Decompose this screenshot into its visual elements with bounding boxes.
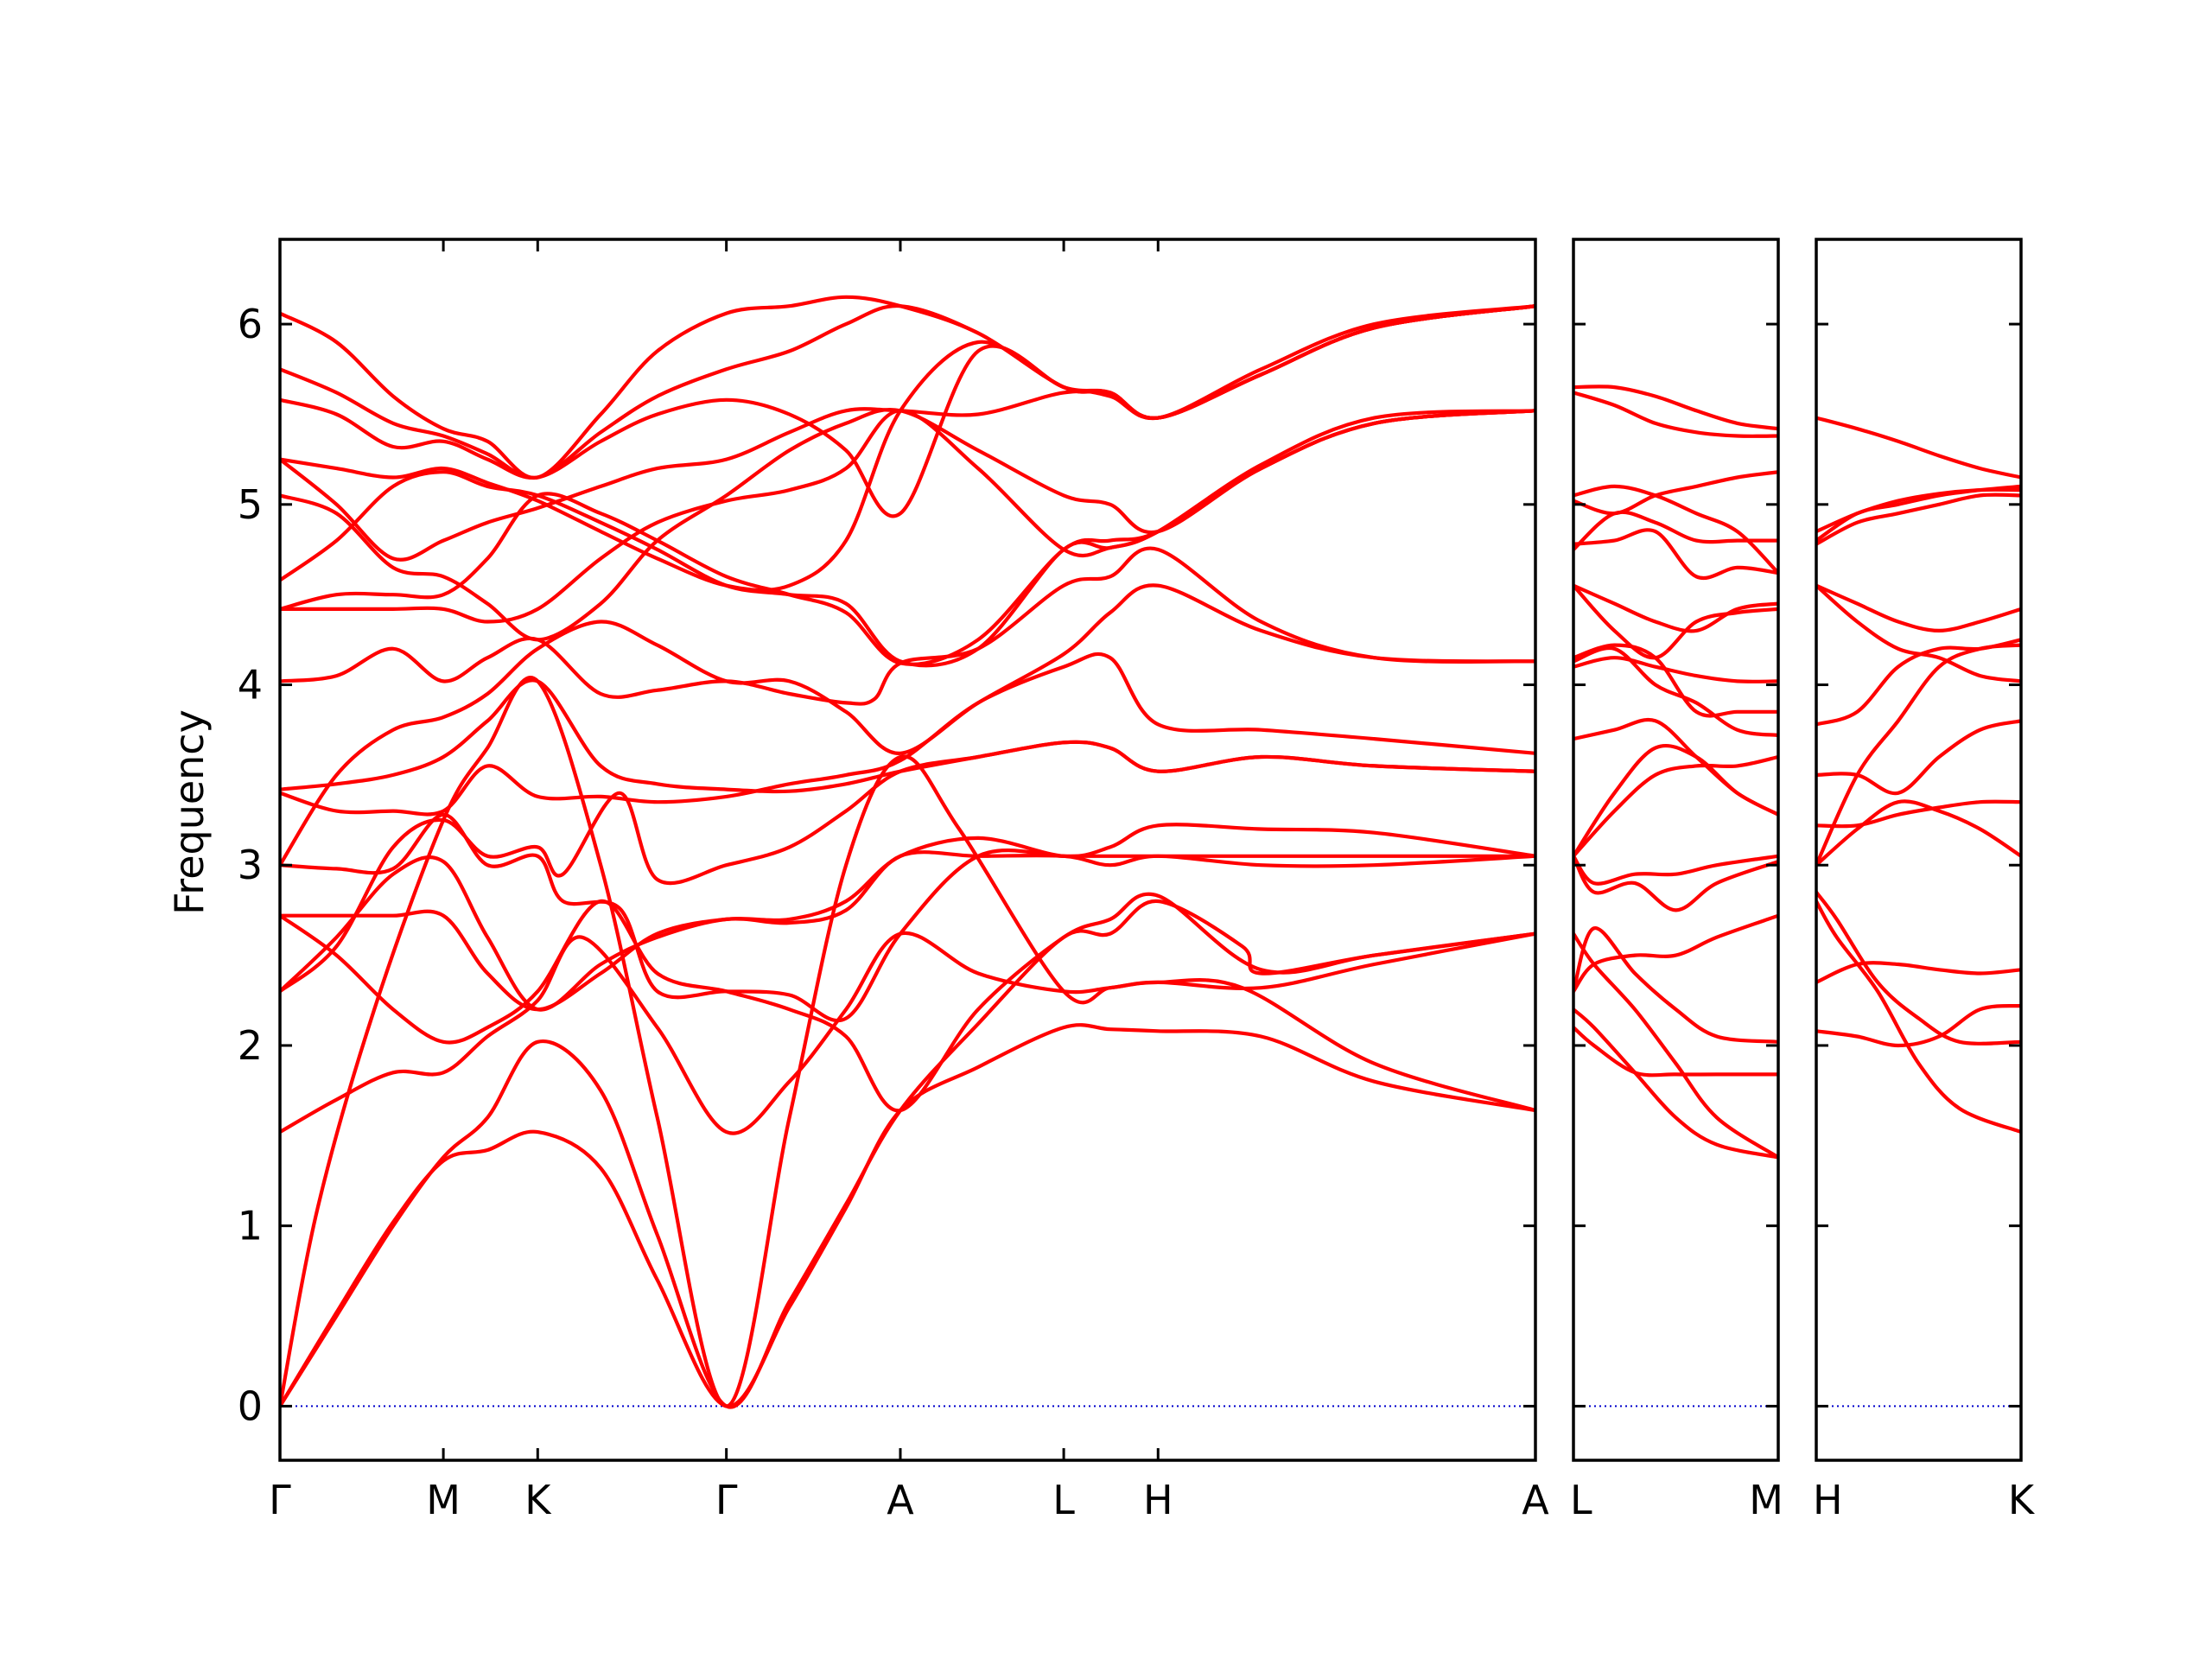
band-c12: [1573, 645, 1778, 738]
band-d7: [1816, 719, 2021, 796]
band-b10: [280, 678, 1535, 794]
band-d2: [1816, 961, 2021, 984]
band-d14: [1816, 487, 2021, 534]
band-c20: [1573, 391, 1778, 438]
band-d15: [1816, 416, 2021, 480]
band-c15: [1573, 583, 1778, 633]
band-c1: [1573, 1026, 1778, 1077]
band-b3: [280, 676, 1535, 1408]
band-b12: [280, 583, 1535, 868]
band-b18: [280, 304, 1535, 562]
x-tick-label: A: [1522, 1477, 1549, 1523]
band-b11: [280, 652, 1535, 817]
y-tick-label: 2: [238, 1022, 263, 1069]
band-c7: [1573, 854, 1778, 886]
y-tick-label: 1: [238, 1203, 263, 1249]
band-b7: [280, 892, 1535, 1113]
y-tick-label: 5: [238, 481, 263, 528]
x-tick-label: K: [524, 1477, 552, 1523]
band-b6: [280, 823, 1535, 1012]
x-tick-label: M: [1749, 1477, 1783, 1523]
band-d9: [1816, 638, 2021, 727]
panel-2-bands: [1573, 385, 1778, 1160]
x-tick-label: Γ: [269, 1477, 291, 1523]
band-b4: [280, 931, 1535, 1135]
band-c4: [1573, 926, 1778, 1044]
panel-1-frame: [278, 238, 1537, 1462]
x-tick-label: H: [1813, 1477, 1843, 1523]
band-d11: [1816, 583, 2021, 632]
band-c18: [1573, 470, 1778, 516]
band-d5: [1816, 799, 2021, 868]
band-b5: [280, 850, 1535, 1012]
y-tick-label: 6: [238, 301, 263, 347]
band-c3: [1573, 931, 1778, 1160]
band-d10: [1816, 583, 2021, 683]
band-c16: [1573, 510, 1778, 552]
band-d1: [1816, 1003, 2021, 1048]
band-c13: [1573, 643, 1778, 718]
band-b15: [280, 409, 1535, 624]
y-tick-label: 3: [238, 842, 263, 888]
panel-1: 0 1 2 3 4 5 6 Γ M K Γ A L H A: [238, 238, 1549, 1523]
x-tick-label: Γ: [715, 1477, 738, 1523]
y-axis-label: Frequency: [166, 709, 213, 915]
band-c14: [1573, 583, 1778, 660]
panel-3-frame: [1815, 238, 2023, 1462]
band-c17: [1573, 528, 1778, 580]
band-c19: [1573, 484, 1778, 575]
x-tick-label: A: [887, 1477, 914, 1523]
band-c21: [1573, 385, 1778, 431]
band-c5: [1573, 913, 1778, 994]
band-b1: [280, 1023, 1535, 1408]
panel-1-bands: [280, 295, 1535, 1409]
x-tick-label: K: [2008, 1477, 2036, 1523]
x-tick-label: M: [426, 1477, 461, 1523]
band-b17: [280, 408, 1535, 642]
panel-2-frame: [1572, 238, 1780, 1462]
band-c10: [1573, 718, 1778, 817]
band-d12: [1816, 493, 2021, 546]
y-tick-label: 0: [238, 1382, 263, 1429]
band-c11: [1573, 656, 1778, 683]
band-b19: [280, 304, 1535, 593]
y-tick-label: 4: [238, 662, 263, 709]
band-d4: [1816, 899, 2021, 1135]
band-b13: [280, 546, 1535, 706]
band-c2: [1573, 1007, 1778, 1160]
band-b8: [280, 812, 1535, 1022]
x-tick-label: L: [1570, 1477, 1592, 1523]
x-tick-label: H: [1143, 1477, 1173, 1523]
band-d3: [1816, 890, 2021, 1046]
band-c9: [1573, 754, 1778, 858]
x-tick-label: L: [1052, 1477, 1075, 1523]
band-b2: [280, 899, 1535, 1409]
band-c6: [1573, 854, 1778, 912]
band-b22: [280, 295, 1535, 480]
band-d6: [1816, 799, 2021, 829]
panel-3-bands: [1816, 416, 2021, 1135]
